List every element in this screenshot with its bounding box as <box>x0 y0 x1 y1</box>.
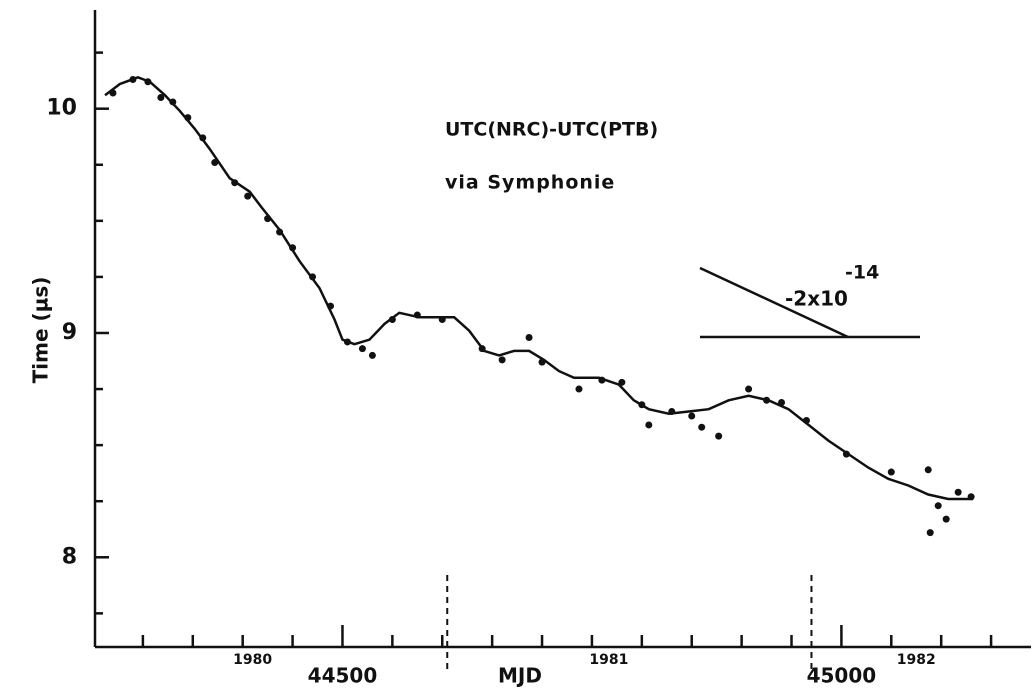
data-point <box>388 316 396 324</box>
data-point <box>264 215 272 223</box>
data-point <box>842 450 850 458</box>
y-axis-label: Time (µs) <box>29 277 53 384</box>
data-point <box>802 416 810 424</box>
annotation: via Symphonie <box>445 172 615 194</box>
data-point <box>169 98 177 106</box>
data-point <box>157 93 165 101</box>
data-point <box>778 399 786 407</box>
data-point <box>184 114 192 122</box>
data-point <box>413 311 421 319</box>
data-point <box>698 423 706 431</box>
data-point <box>276 228 284 236</box>
data-point <box>924 466 932 474</box>
x-tick-label: 44500 <box>308 664 378 688</box>
data-point <box>954 488 962 496</box>
data-point <box>438 316 446 324</box>
data-point <box>926 529 934 537</box>
data-point <box>668 407 676 415</box>
data-point <box>598 376 606 384</box>
data-point <box>129 76 137 84</box>
x-tick-label: 45000 <box>807 664 877 688</box>
y-tick-label: 10 <box>46 96 77 121</box>
slope-exponent: -14 <box>845 262 879 284</box>
data-point <box>967 493 975 501</box>
data-point <box>211 159 219 167</box>
data-point <box>942 515 950 523</box>
year-label: 1982 <box>897 652 936 668</box>
data-point <box>887 468 895 476</box>
data-point <box>638 401 646 409</box>
data-point <box>109 89 117 97</box>
data-point <box>144 78 152 86</box>
annotation: UTC(NRC)-UTC(PTB) <box>445 119 658 141</box>
data-point <box>745 385 753 393</box>
data-point <box>538 358 546 366</box>
data-point <box>289 244 297 252</box>
x-axis-label: MJD <box>498 664 542 688</box>
y-tick-label: 9 <box>62 320 77 345</box>
data-point <box>244 192 252 200</box>
data-point <box>498 356 506 364</box>
slope-line <box>699 266 849 339</box>
slope-label: -2x10 <box>785 287 848 311</box>
data-point <box>199 134 207 142</box>
data-point <box>715 432 723 440</box>
year-label: 1980 <box>233 652 272 668</box>
data-point <box>525 333 533 341</box>
data-point <box>358 345 366 353</box>
data-point <box>343 338 351 346</box>
data-point <box>309 273 317 281</box>
data-point <box>575 385 583 393</box>
year-label: 1981 <box>589 652 628 668</box>
data-point <box>645 421 653 429</box>
data-point <box>618 378 626 386</box>
data-point <box>231 179 239 187</box>
y-tick-label: 8 <box>62 544 77 569</box>
data-point <box>934 502 942 510</box>
data-point <box>326 302 334 310</box>
data-point <box>763 396 771 404</box>
data-point <box>688 412 696 420</box>
data-point <box>368 351 376 359</box>
data-point <box>478 345 486 353</box>
